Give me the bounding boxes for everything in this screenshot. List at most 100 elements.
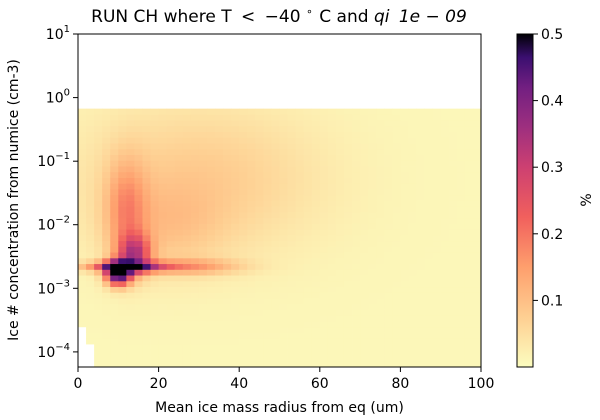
heatmap-cell: [182, 108, 192, 115]
heatmap-cell: [134, 315, 143, 322]
heatmap-cell: [134, 292, 143, 299]
heatmap-cell: [247, 194, 256, 201]
heatmap-cell: [416, 194, 425, 201]
heatmap-cell: [142, 246, 151, 253]
heatmap-cell: [408, 120, 417, 127]
y-axis-label: Ice # concentration from numice (cm-3): [6, 59, 22, 341]
heatmap-cell: [102, 120, 111, 127]
heatmap-cell: [150, 217, 159, 224]
heatmap-cell: [392, 246, 401, 253]
heatmap-cell: [182, 298, 192, 305]
heatmap-cell: [94, 361, 103, 368]
heatmap-cell: [464, 211, 474, 219]
heatmap-cell: [247, 211, 256, 219]
heatmap-cell: [416, 326, 425, 333]
heatmap-cell: [150, 275, 159, 282]
heatmap-cell: [464, 315, 474, 322]
heatmap-cell: [271, 263, 280, 270]
heatmap-cell: [231, 286, 240, 293]
heatmap-cell: [456, 160, 466, 167]
heatmap-cell: [271, 338, 280, 345]
heatmap-cell: [182, 344, 192, 351]
heatmap-cell: [271, 154, 280, 161]
heatmap-cell: [287, 189, 297, 196]
heatmap-cell: [206, 229, 216, 236]
heatmap-cell: [190, 211, 200, 219]
heatmap-cell: [86, 275, 95, 282]
heatmap-cell: [368, 125, 377, 132]
heatmap-cell: [239, 125, 248, 132]
heatmap-cell: [263, 114, 272, 121]
heatmap-cell: [215, 269, 224, 276]
heatmap-cell: [86, 137, 95, 144]
heatmap-cell: [472, 177, 482, 184]
heatmap-cell: [303, 269, 313, 276]
heatmap-cell: [263, 177, 272, 184]
heatmap-cell: [448, 355, 458, 362]
heatmap-cell: [78, 252, 87, 259]
heatmap-cell: [94, 217, 103, 224]
heatmap-cell: [271, 114, 280, 121]
heatmap-cell: [134, 183, 143, 190]
heatmap-cell: [448, 223, 458, 230]
heatmap-cell: [126, 131, 135, 138]
heatmap-cell: [303, 303, 313, 310]
heatmap-cell: [78, 120, 87, 127]
heatmap-cell: [206, 321, 216, 328]
heatmap-cell: [416, 309, 425, 316]
heatmap-cell: [118, 326, 127, 333]
heatmap-cell: [303, 332, 313, 339]
heatmap-cell: [215, 240, 224, 247]
heatmap-cell: [368, 229, 377, 236]
heatmap-cell: [182, 252, 192, 259]
heatmap-cell: [416, 269, 425, 276]
heatmap-cell: [432, 269, 442, 276]
heatmap-cell: [456, 240, 466, 247]
heatmap-cell: [263, 137, 272, 144]
heatmap-cell: [174, 361, 184, 368]
heatmap-cell: [440, 286, 450, 293]
heatmap-cell: [150, 280, 159, 288]
heatmap-cell: [118, 125, 127, 132]
heatmap-cell: [464, 148, 474, 155]
heatmap-cell: [126, 234, 135, 242]
heatmap-cell: [126, 275, 135, 282]
heatmap-cell: [158, 223, 168, 230]
heatmap-cell: [182, 280, 192, 288]
heatmap-cell: [182, 223, 192, 230]
heatmap-cell: [110, 344, 119, 351]
heatmap-cell: [448, 332, 458, 339]
heatmap-cell: [311, 257, 321, 265]
heatmap-cell: [360, 344, 369, 351]
heatmap-cell: [303, 217, 313, 224]
heatmap-cell: [263, 217, 272, 224]
heatmap-cell: [126, 211, 135, 219]
heatmap-cell: [360, 148, 369, 155]
heatmap-cell: [198, 108, 208, 115]
heatmap-cell: [206, 298, 216, 305]
heatmap-cell: [223, 269, 232, 276]
heatmap-cell: [102, 229, 111, 236]
heatmap-cell: [432, 292, 442, 299]
heatmap-cell: [384, 257, 393, 265]
heatmap-cell: [368, 223, 377, 230]
heatmap-cell: [384, 200, 393, 207]
heatmap-cell: [400, 298, 409, 305]
heatmap-cell: [335, 143, 345, 150]
heatmap-cell: [319, 275, 329, 282]
heatmap-cell: [239, 223, 248, 230]
heatmap-cell: [271, 326, 280, 333]
heatmap-cell: [263, 234, 272, 242]
heatmap-cell: [360, 332, 369, 339]
heatmap-cell: [263, 252, 272, 259]
heatmap-cell: [158, 338, 168, 345]
heatmap-cell: [142, 298, 151, 305]
heatmap-cell: [352, 355, 361, 362]
heatmap-cell: [440, 275, 450, 282]
heatmap-cell: [368, 315, 377, 322]
heatmap-cell: [255, 229, 264, 236]
heatmap-cell: [174, 344, 184, 351]
heatmap-cell: [142, 137, 151, 144]
heatmap-cell: [231, 326, 240, 333]
heatmap-cell: [432, 275, 442, 282]
